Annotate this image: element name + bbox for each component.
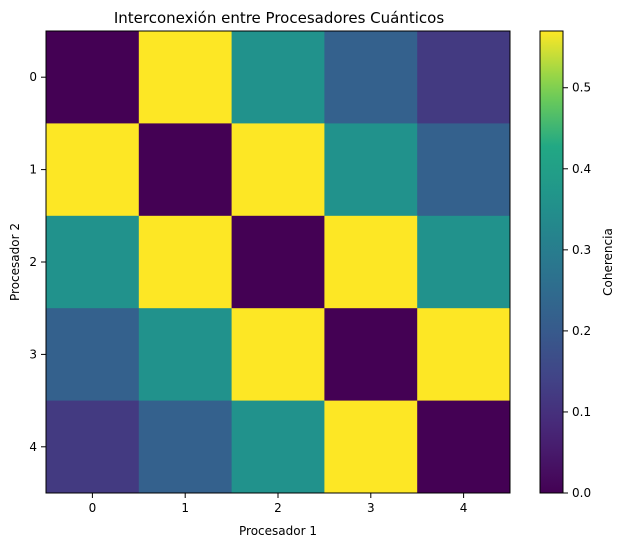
heatmap-cell [46, 31, 140, 124]
x-tick-label: 0 [89, 501, 97, 515]
heatmap-cell [46, 215, 140, 309]
colorbar-axis: 0.0 0.1 0.2 0.3 0.4 0.5 [563, 81, 591, 500]
heatmap-cell [231, 308, 325, 402]
y-tick-label: 0 [29, 70, 37, 84]
x-tick-label: 1 [181, 501, 189, 515]
heatmap-cell [324, 31, 418, 124]
y-tick-label: 2 [29, 255, 37, 269]
heatmap-cell [324, 400, 418, 494]
x-tick-label: 3 [367, 501, 375, 515]
y-tick-label: 4 [29, 440, 37, 454]
colorbar-tick-label: 0.3 [572, 243, 591, 257]
y-tick-label: 1 [29, 163, 37, 177]
heatmap-cell [324, 215, 418, 309]
colorbar [539, 30, 564, 494]
heatmap-cell [138, 308, 233, 402]
colorbar-tick-label: 0.2 [572, 324, 591, 338]
heatmap-cell [46, 400, 140, 494]
x-axis: 0 1 2 3 4 [89, 493, 468, 515]
heatmap-cells [46, 31, 511, 494]
heatmap-cell [138, 31, 233, 124]
y-axis: 0 1 2 3 4 [29, 70, 46, 454]
y-axis-label: Procesador 2 [8, 223, 22, 301]
heatmap-cell [324, 123, 418, 217]
colorbar-label: Coherencia [601, 228, 615, 296]
chart-title: Interconexión entre Procesadores Cuántic… [114, 9, 445, 27]
heatmap-cell [417, 215, 511, 309]
heatmap-cell [231, 215, 325, 309]
heatmap-cell [231, 123, 325, 217]
colorbar-tick-label: 0.4 [572, 162, 591, 176]
heatmap-cell [231, 31, 325, 124]
heatmap-cell [324, 308, 418, 402]
heatmap-cell [138, 123, 233, 217]
y-tick-label: 3 [29, 347, 37, 361]
colorbar-tick-label: 0.0 [572, 486, 591, 500]
heatmap-cell [46, 123, 140, 217]
heatmap-cell [417, 31, 511, 124]
x-axis-label: Procesador 1 [239, 524, 317, 538]
x-tick-label: 2 [274, 501, 282, 515]
colorbar-tick-label: 0.5 [572, 81, 591, 95]
heatmap-cell [417, 123, 511, 217]
heatmap-cell [231, 400, 325, 494]
heatmap-cell [138, 215, 233, 309]
heatmap-cell [417, 308, 511, 402]
heatmap-cell [46, 308, 140, 402]
x-tick-label: 4 [460, 501, 468, 515]
heatmap-cell [417, 400, 511, 494]
colorbar-tick-label: 0.1 [572, 405, 591, 419]
heatmap-cell [138, 400, 233, 494]
